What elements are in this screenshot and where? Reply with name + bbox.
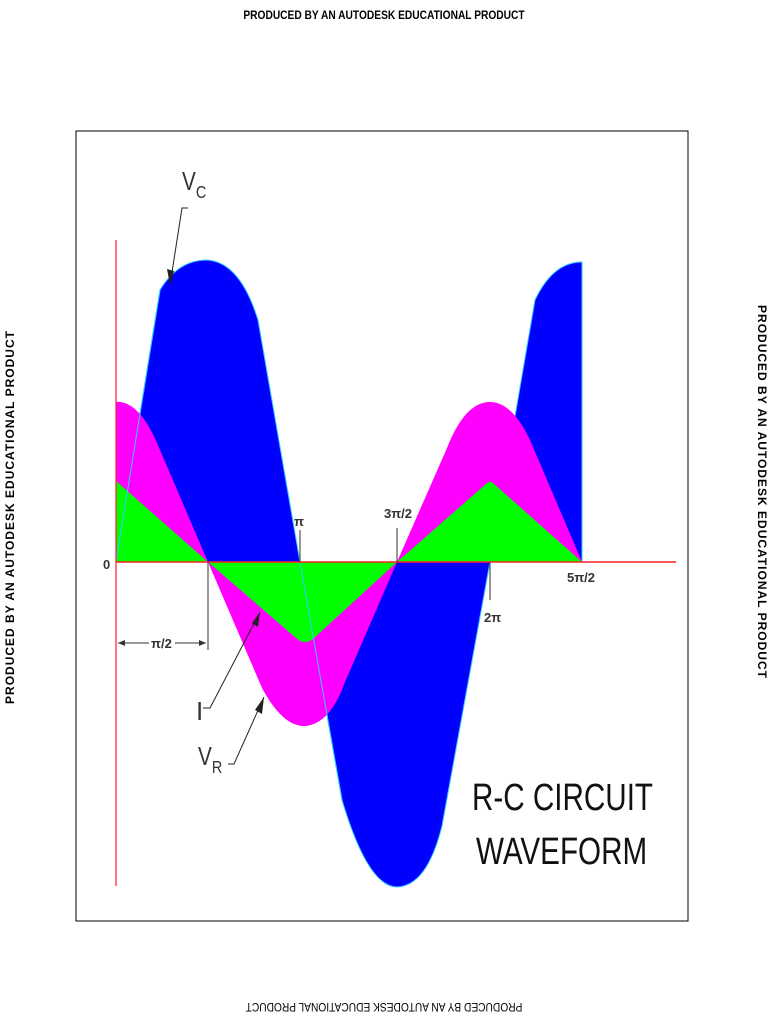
current-waveform <box>116 481 582 642</box>
current-leader-line <box>203 611 261 709</box>
label-origin: 0 <box>103 557 110 572</box>
vc-leader-line <box>169 207 188 286</box>
vc-phase-line-2 <box>299 561 343 801</box>
vr-arrowhead-icon <box>255 697 264 714</box>
label-pi: π <box>294 514 304 529</box>
diagram-title-line2: WAVEFORM <box>476 831 647 873</box>
diagram-title-line1: R-C CIRCUIT <box>472 777 653 819</box>
vr-leader-line <box>228 696 265 765</box>
label-three-half-pi: 3π/2 <box>384 506 412 521</box>
watermark-top: PRODUCED BY AN AUTODESK EDUCATIONAL PROD… <box>243 8 525 22</box>
label-vc: VC <box>182 167 206 203</box>
vc-arrowhead-icon <box>167 269 174 285</box>
label-current: I <box>196 696 203 726</box>
drawing-frame <box>75 130 689 922</box>
vc-phase-line <box>115 289 161 563</box>
half-pi-label-bg <box>149 636 175 650</box>
label-vr: VR <box>198 742 222 778</box>
label-half-pi: π/2 <box>151 636 172 651</box>
label-five-half-pi: 5π/2 <box>567 570 595 585</box>
label-two-pi: 2π <box>484 610 501 625</box>
tick-marks <box>118 528 491 650</box>
current-arrowhead-icon <box>252 612 260 627</box>
